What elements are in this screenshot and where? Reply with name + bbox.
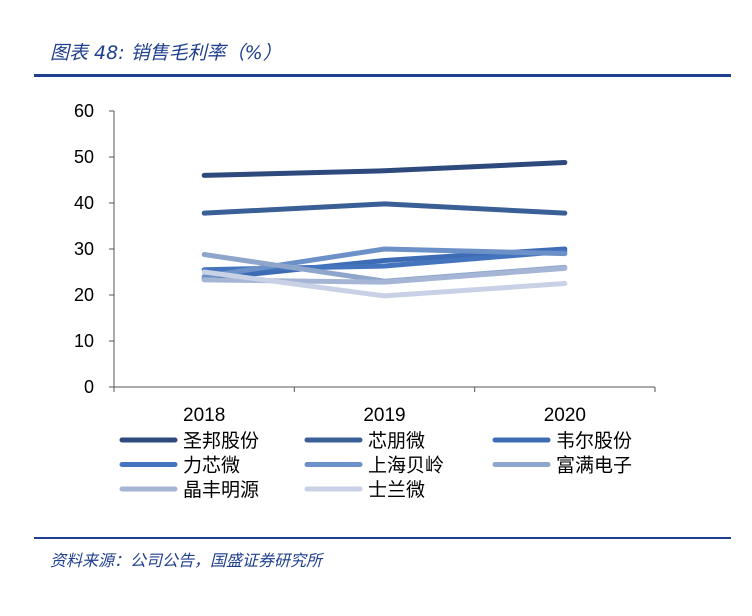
y-tick-label: 20 [74, 285, 94, 305]
series-line-2 [201, 201, 568, 216]
x-tick-label: 2019 [363, 405, 405, 426]
legend-label-6: 富满电子 [556, 455, 632, 477]
series-line-5 [201, 246, 568, 280]
legend-label-5: 上海贝岭 [368, 455, 444, 477]
legend-label-1: 圣邦股份 [183, 430, 259, 452]
top-rule [34, 74, 731, 77]
legend-label-2: 芯朋微 [368, 430, 425, 452]
x-tick-label: 2018 [183, 405, 225, 426]
bottom-rule [34, 537, 731, 539]
y-tick-label: 10 [74, 331, 94, 351]
legend-label-7: 晶丰明源 [183, 479, 259, 501]
y-tick-label: 40 [74, 193, 94, 213]
legend-label-3: 韦尔股份 [556, 430, 632, 452]
legend-label-4: 力芯微 [183, 455, 240, 477]
legend-label-8: 士兰微 [368, 479, 425, 501]
y-tick-label: 60 [74, 101, 94, 121]
source-note: 资料来源：公司公告，国盛证券研究所 [50, 551, 323, 570]
series-line-8 [201, 269, 568, 299]
x-tick-label: 2020 [544, 405, 586, 426]
y-tick-label: 30 [74, 239, 94, 259]
chart-title: 图表 48: 销售毛利率（%） [50, 42, 282, 64]
y-tick-label: 0 [84, 377, 94, 397]
y-tick-label: 50 [74, 147, 94, 167]
series-line-1 [201, 160, 568, 178]
